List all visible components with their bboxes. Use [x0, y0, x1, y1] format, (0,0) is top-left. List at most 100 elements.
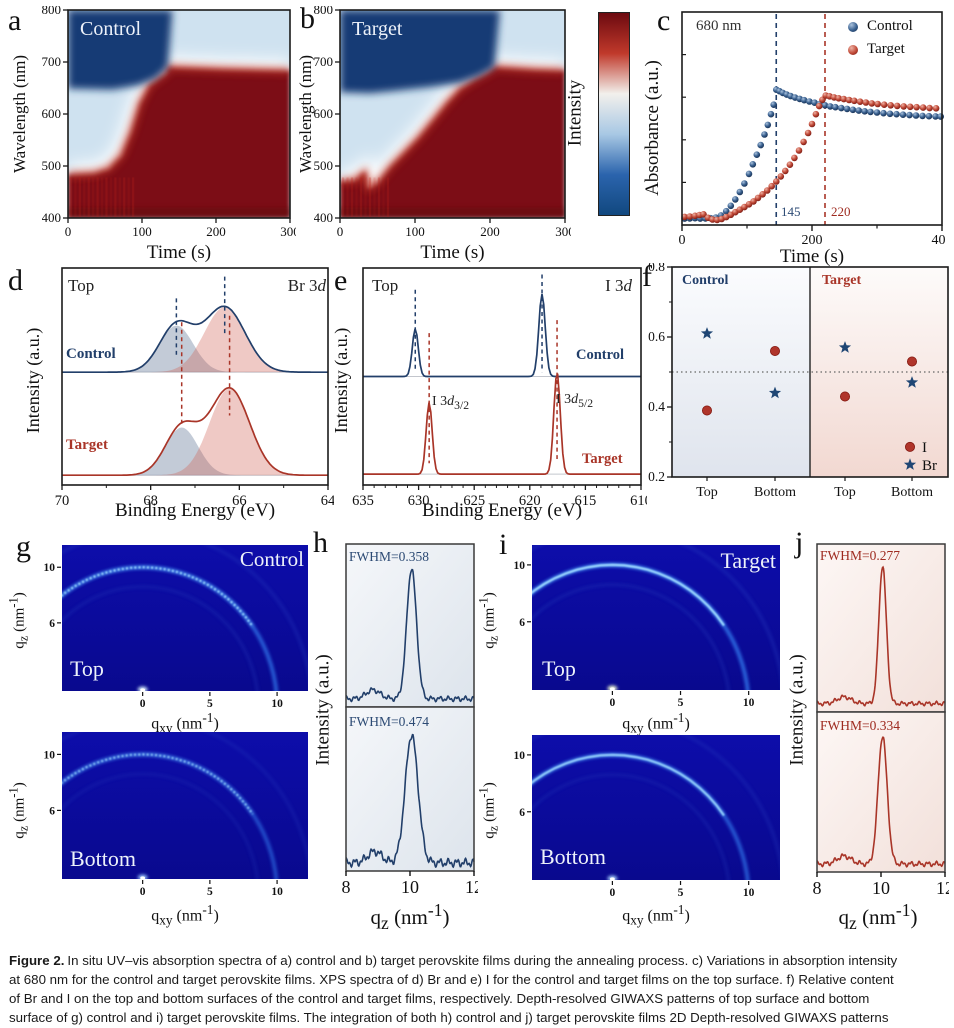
c-x-axis-label: Time (s) — [779, 246, 845, 267]
svg-text:700: 700 — [42, 54, 61, 69]
svg-text:Top: Top — [834, 485, 856, 500]
svg-text:Bottom: Bottom — [754, 485, 796, 500]
svg-text:6: 6 — [49, 805, 55, 817]
svg-text:300: 300 — [555, 224, 571, 239]
absorbance-scatter-plot: 0 200 400 — [658, 8, 946, 261]
panel-letter-c: c — [657, 4, 671, 37]
giwaxs-target-bottom: 0 5 10 6 10 — [506, 731, 784, 904]
svg-text:8: 8 — [342, 877, 351, 897]
g-top-surface-label: Top — [70, 656, 104, 681]
svg-text:Bottom: Bottom — [891, 485, 933, 500]
svg-text:Br: Br — [922, 458, 937, 474]
h-y-axis-label: Intensity (a.u.) — [313, 654, 335, 766]
svg-text:200: 200 — [802, 233, 823, 248]
svg-text:100: 100 — [132, 224, 152, 239]
d-surface-label: Top — [68, 276, 95, 295]
e-target-label: Target — [582, 451, 623, 467]
svg-text:0: 0 — [65, 224, 72, 239]
caption-line-2: at 680 nm for the control and target per… — [9, 972, 894, 987]
heatmap-control-plot: 0 100 200 300 400 500 600 700 800 — [42, 6, 296, 250]
e-peak-label-3d32: I 3d3/2 — [432, 394, 470, 412]
svg-text:0.8: 0.8 — [648, 263, 665, 274]
giwaxs-control-top: 0 5 10 6 10 — [36, 541, 312, 715]
svg-text:10: 10 — [401, 877, 419, 897]
svg-text:100: 100 — [405, 224, 425, 239]
svg-text:615: 615 — [575, 493, 597, 509]
caption-line-4: surface of g) control and i) target pero… — [9, 1010, 889, 1025]
c-vline-target-label: 220 — [831, 204, 851, 219]
b-y-axis-label: Wavelength (nm) — [296, 54, 315, 174]
j-y-axis-label: Intensity (a.u.) — [787, 654, 809, 766]
panel-letter-h: h — [313, 526, 328, 559]
svg-text:300: 300 — [280, 224, 296, 239]
e-x-axis-label: Binding Energy (eV) — [421, 500, 583, 521]
g-top-x-axis-label: qxy (nm-1) — [151, 710, 219, 736]
b-x-axis-label: Time (s) — [420, 242, 485, 263]
panel-letter-j: j — [795, 526, 804, 559]
i-bottom-y-axis-label: qz (nm-1) — [476, 781, 501, 839]
svg-text:625: 625 — [463, 493, 485, 509]
svg-text:700: 700 — [314, 54, 333, 69]
d-target-label: Target — [66, 437, 108, 453]
svg-text:6: 6 — [49, 618, 55, 630]
d-x-axis-label: Binding Energy (eV) — [114, 500, 276, 521]
svg-text:200: 200 — [206, 224, 226, 239]
giwaxs-target-top: 0 5 10 6 10 — [506, 541, 784, 714]
a-x-axis-label: Time (s) — [146, 242, 212, 263]
i-sample-label: Target — [720, 548, 776, 573]
svg-text:620: 620 — [519, 493, 541, 509]
colorbar-label: Intensity — [564, 79, 585, 147]
svg-text:10: 10 — [743, 887, 755, 899]
g-bottom-x-axis-label: qxy (nm-1) — [151, 902, 219, 928]
g-bottom-y-axis-label: qz (nm-1) — [6, 781, 31, 839]
svg-text:12: 12 — [936, 878, 949, 898]
j-fwhm-top: FWHM=0.277 — [820, 548, 900, 563]
svg-text:400: 400 — [314, 210, 333, 225]
panel-letter-f: f — [642, 260, 652, 293]
xps-br3d-plot: 70 68 66 64 — [36, 264, 334, 521]
i-bottom-x-axis-label: qxy (nm-1) — [622, 902, 690, 928]
colorbar-gradient — [598, 12, 630, 216]
f-control-title: Control — [682, 273, 729, 288]
svg-text:0.6: 0.6 — [648, 329, 665, 344]
svg-text:Top: Top — [696, 485, 718, 500]
c-vline-control-label: 145 — [781, 204, 801, 219]
svg-text:5: 5 — [678, 887, 684, 899]
svg-text:I: I — [922, 440, 927, 456]
svg-text:10: 10 — [514, 750, 526, 762]
svg-text:64: 64 — [321, 493, 334, 509]
svg-text:400: 400 — [932, 233, 947, 248]
caption-figure-label: Figure 2. — [9, 953, 65, 968]
svg-text:10: 10 — [514, 560, 526, 572]
c-legend-target: Target — [848, 38, 913, 61]
svg-text:610: 610 — [630, 493, 647, 509]
svg-text:10: 10 — [743, 697, 755, 709]
c-legend-target-label: Target — [867, 41, 905, 57]
svg-text:70: 70 — [55, 493, 70, 509]
i-top-x-axis-label: qxy (nm-1) — [622, 710, 690, 736]
svg-text:400: 400 — [42, 210, 61, 225]
svg-text:0.2: 0.2 — [648, 469, 665, 484]
svg-text:600: 600 — [42, 106, 61, 121]
svg-text:10: 10 — [271, 886, 283, 898]
g-top-y-axis-label: qz (nm-1) — [6, 591, 31, 649]
svg-text:0: 0 — [679, 233, 686, 248]
control-marker-icon — [848, 21, 858, 32]
a-y-axis-label: Wavelength (nm) — [10, 54, 29, 174]
svg-text:10: 10 — [271, 698, 283, 710]
i-top-surface-label: Top — [542, 656, 576, 681]
f-target-title: Target — [822, 273, 862, 288]
h-fwhm-top: FWHM=0.358 — [349, 549, 429, 564]
svg-text:0: 0 — [140, 698, 146, 710]
heatmap-target-plot: 0 100 200 300 400 500 600 700 800 — [314, 6, 571, 250]
a-sample-label: Control — [80, 18, 142, 40]
svg-text:5: 5 — [207, 698, 213, 710]
g-sample-label: Control — [239, 547, 304, 571]
svg-text:8: 8 — [813, 878, 822, 898]
svg-text:12: 12 — [465, 877, 478, 897]
c-legend-control-label: Control — [867, 18, 913, 34]
svg-text:0.4: 0.4 — [648, 399, 665, 414]
d-control-label: Control — [66, 346, 116, 362]
panel-letter-d: d — [8, 264, 23, 297]
